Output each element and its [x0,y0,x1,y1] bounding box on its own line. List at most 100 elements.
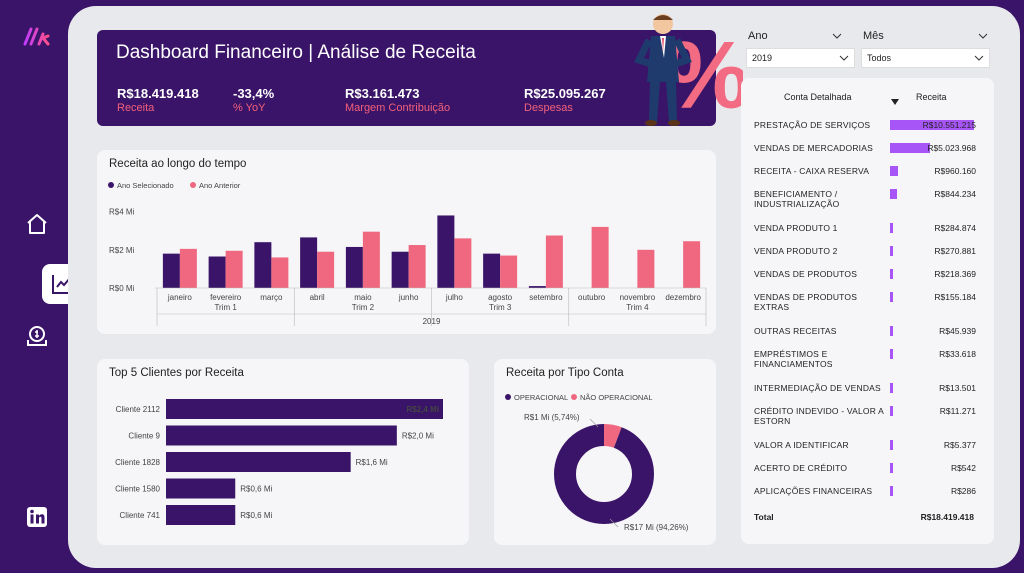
legend-marker-operacional [505,394,511,400]
client-label: Cliente 2112 [116,405,161,414]
sort-desc-icon[interactable] [891,99,899,105]
x-tick-label: junho [398,293,419,302]
table-cell-revenue: R$33.618 [939,349,976,359]
x-tick-label: fevereiro [210,293,242,302]
filter-ano-select[interactable]: 2019 [746,48,855,68]
table-cell-account: BENEFICIAMENTO / INDUSTRIALIZAÇÃO [754,189,840,209]
bar-selected-junho [391,251,409,288]
client-value-label: R$0,6 Mi [240,485,272,494]
table-cell-databar [890,463,893,473]
linkedin-icon [27,507,47,527]
donut-leader-large [609,518,619,528]
client-label: Cliente 1828 [115,458,160,467]
legend-marker-previous [190,182,196,188]
table-cell-account: VALOR A IDENTIFICAR [754,440,849,450]
bar-previous-setembro [545,235,563,288]
donut-slice-0 [554,424,654,524]
bar-previous-dezembro [683,241,701,288]
table-cell-databar [890,292,893,302]
table-cell-revenue: R$155.184 [934,292,976,302]
bar-selected-janeiro [162,253,180,288]
table-cell-revenue: R$542 [950,463,976,473]
bar-previous-novembro [637,249,655,288]
table-cell-revenue: R$5.023.968 [927,143,976,153]
kpi-receita-value: R$18.419.418 [117,86,199,101]
client-value-label: R$2,0 Mi [402,432,434,441]
client-label: Cliente 741 [120,511,161,520]
table-row[interactable]: VENDA PRODUTO 1 R$284.874 [754,223,976,243]
bar-previous-abril [317,251,335,288]
bar-previous-julho [454,238,472,288]
table-row[interactable]: INTERMEDIAÇÃO DE VENDAS R$13.501 [754,383,976,403]
table-cell-revenue: R$844.234 [934,189,976,199]
main-panel: Dashboard Financeiro | Análise de Receit… [68,6,1020,568]
x-tick-label: dezembro [665,293,701,302]
table-row[interactable]: VALOR A IDENTIFICAR R$5.377 [754,440,976,460]
table-cell-databar [890,246,893,256]
filter-mes-select[interactable]: Todos [861,48,990,68]
table-cell-account: VENDA PRODUTO 2 [754,246,838,256]
revenue-type-chart: OPERACIONAL NÃO OPERACIONAL R$1 Mi (5,74%)… [505,393,689,532]
table-row[interactable]: APLICAÇÕES FINANCEIRAS R$286 [754,486,976,506]
kpi-yoy-label: % YoY [233,102,266,114]
y-tick-label: R$2 Mi [109,246,135,255]
donut-label-nao-operacional: R$1 Mi (5,74%) [524,413,580,422]
kpi-margem-label: Margem Contribuição [345,102,451,114]
bar-previous-outubro [591,226,609,288]
client-bar [166,399,443,419]
table-row[interactable]: EMPRÉSTIMOS E FINANCIAMENTOS R$33.618 [754,349,976,369]
bar-previous-agosto [500,255,518,288]
table-row[interactable]: RECEITA - CAIXA RESERVA R$960.160 [754,166,976,186]
table-cell-revenue: R$10.551.215 [922,120,976,130]
table-row[interactable]: VENDA PRODUTO 2 R$270.881 [754,246,976,266]
bar-selected-fevereiro [208,256,226,288]
table-cell-revenue: R$284.874 [934,223,976,233]
table-cell-databar [890,349,893,359]
table-row[interactable]: BENEFICIAMENTO / INDUSTRIALIZAÇÃO R$844.2… [754,189,976,209]
table-row[interactable]: CRÉDITO INDEVIDO - VALOR A ESTORN R$11.27… [754,406,976,426]
kpi-margem-value: R$3.161.473 [345,86,420,101]
quarter-label: Trim 2 [352,303,375,312]
table-row[interactable]: VENDAS DE PRODUTOS R$218.369 [754,269,976,289]
table-header-revenue[interactable]: Receita [916,92,947,102]
client-value-label: R$1,6 Mi [356,458,388,467]
logo-icon [22,26,52,48]
bar-selected-março [254,242,272,288]
bar-previous-janeiro [179,248,197,288]
client-label: Cliente 1580 [115,485,160,494]
bar-selected-julho [437,215,455,288]
x-tick-label: abril [310,293,325,302]
kpi-receita-label: Receita [117,102,155,114]
nav-linkedin-button[interactable] [17,497,57,537]
legend-label-selected: Ano Selecionado [117,181,174,190]
client-label: Cliente 9 [128,432,160,441]
table-cell-revenue: R$270.881 [934,246,976,256]
quarter-label: Trim 1 [214,303,237,312]
revenue-type-title: Receita por Tipo Conta [506,367,624,379]
page-title: Dashboard Financeiro | Análise de Receit… [116,42,476,63]
table-cell-account: EMPRÉSTIMOS E FINANCIAMENTOS [754,349,833,369]
chevron-down-icon[interactable] [832,33,842,39]
bar-selected-abril [300,237,318,288]
bar-previous-fevereiro [225,250,243,288]
table-row[interactable]: VENDAS DE PRODUTOS EXTRAS R$155.184 [754,292,976,312]
chevron-down-icon[interactable] [978,33,988,39]
table-row[interactable]: ACERTO DE CRÉDITO R$542 [754,463,976,483]
bar-selected-setembro [528,286,546,288]
table-row[interactable]: OUTRAS RECEITAS R$45.939 [754,326,976,346]
table-cell-revenue: R$218.369 [934,269,976,279]
client-bar [166,478,236,499]
table-total-value: R$18.419.418 [920,512,974,522]
table-cell-account: INTERMEDIAÇÃO DE VENDAS [754,383,881,393]
nav-money-button[interactable] [17,316,57,356]
donut-leader-small [589,418,599,428]
revenue-over-time-chart: Ano Selecionado Ano Anterior R$4 Mi R$2 Mi R… [108,181,707,326]
top-clients-chart: Cliente 2112 R$2,4 Mi Cliente 9 R$2,0 Mi Cli… [115,399,443,525]
table-cell-revenue: R$960.160 [934,166,976,176]
bar-previous-maio [362,231,380,288]
bar-previous-março [271,257,289,288]
nav-home-button[interactable] [17,204,57,244]
table-row[interactable]: VENDAS DE MERCADORIAS R$5.023.968 [754,143,976,163]
table-row[interactable]: PRESTAÇÃO DE SERVIÇOS R$10.551.215 [754,120,976,140]
table-header-account[interactable]: Conta Detalhada [784,92,852,102]
